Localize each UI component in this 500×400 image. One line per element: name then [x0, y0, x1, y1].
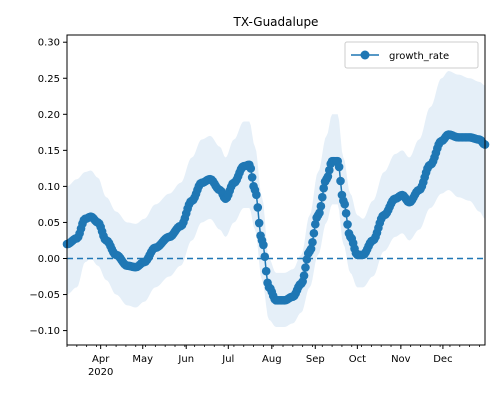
data-point [261, 266, 271, 276]
data-point [315, 208, 324, 218]
data-point [343, 220, 352, 229]
x-tick-label: May [132, 354, 153, 365]
x-tick-label: Sep [306, 354, 325, 365]
y-tick-label: 0.30 [38, 38, 60, 49]
data-point [308, 237, 317, 247]
data-point [340, 199, 350, 209]
confidence-band [67, 71, 485, 327]
y-tick-label: 0.25 [38, 74, 60, 85]
y-tick-label: −0.05 [29, 290, 60, 301]
data-point [301, 263, 310, 272]
data-point [247, 173, 257, 182]
legend-label: growth_rate [389, 51, 449, 62]
x-tick-label: Jun [177, 354, 194, 365]
y-tick-label: 0.20 [38, 110, 60, 121]
data-point [246, 164, 256, 173]
x-tick-label: Dec [433, 354, 452, 365]
x-tick-label: Nov [391, 354, 411, 365]
data-point [334, 162, 344, 172]
x-axis: Apr 2020 May Jun Jul Aug Sep Oct Nov Dec [66, 345, 480, 378]
y-tick-label: 0.05 [38, 218, 60, 229]
x-tick-sublabel: 2020 [88, 367, 113, 378]
plot-frame [66, 34, 486, 346]
data-point [310, 219, 320, 229]
chart-title: TX-Guadalupe [233, 15, 319, 29]
data-point [306, 244, 316, 254]
data-point [336, 176, 345, 186]
data-point [317, 192, 327, 202]
legend-marker-swatch [360, 50, 370, 60]
data-point [254, 218, 264, 228]
y-tick-label: −0.10 [29, 326, 60, 337]
y-tick-label: 0.00 [38, 254, 60, 265]
legend: growth_rate [344, 41, 479, 69]
plot-area [62, 71, 490, 327]
y-tick-label: 0.15 [38, 146, 60, 157]
data-point [260, 252, 270, 261]
x-tick-label: Aug [262, 354, 282, 365]
y-axis: −0.10 −0.05 0.00 0.05 0.10 0.15 0.20 0.25 0.30 [29, 38, 67, 337]
legend-box [344, 41, 479, 69]
x-tick-label: Jul [221, 354, 234, 365]
data-point [259, 240, 268, 250]
data-point [319, 183, 328, 193]
data-point [316, 201, 326, 211]
x-tick-label: Oct [349, 354, 366, 365]
growth-rate-points [62, 130, 490, 305]
data-point [341, 208, 351, 218]
data-point [309, 228, 319, 238]
data-point [252, 190, 261, 200]
y-tick-label: 0.10 [38, 182, 60, 193]
data-point [253, 203, 263, 212]
data-point [299, 271, 309, 280]
x-tick-label: Apr [92, 354, 110, 365]
